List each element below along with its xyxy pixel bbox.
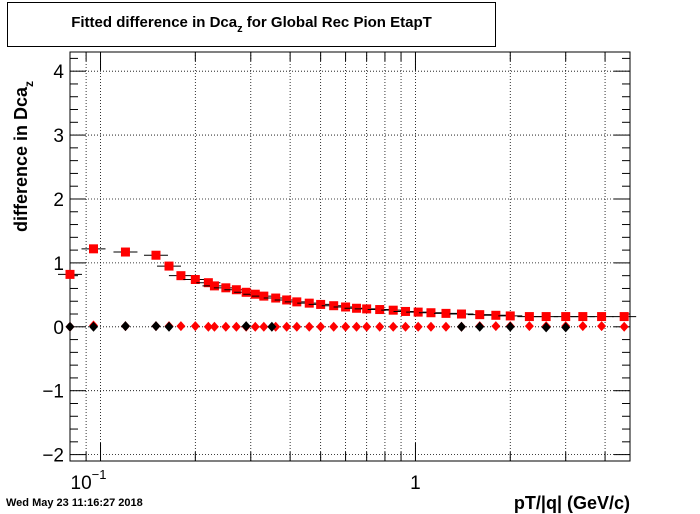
- data-point-diamond: [456, 321, 466, 332]
- data-series: [58, 244, 637, 333]
- data-point-square: [282, 295, 292, 305]
- data-point-square: [578, 312, 588, 322]
- title-sub: z: [237, 23, 243, 35]
- data-point-square: [362, 304, 372, 314]
- data-point-diamond: [259, 321, 269, 332]
- data-point-square: [401, 306, 411, 316]
- data-point-diamond: [164, 321, 174, 332]
- data-point-diamond: [89, 321, 99, 332]
- y-tick-label: 1: [53, 254, 64, 275]
- data-point-square: [426, 308, 436, 318]
- data-point-diamond: [578, 321, 588, 332]
- y-tick-label: 0: [53, 318, 64, 339]
- data-point-square: [259, 291, 269, 301]
- title-rest: for Global Rec Pion EtapT: [242, 14, 432, 31]
- data-point-square: [231, 285, 241, 295]
- data-point-diamond: [176, 321, 186, 332]
- data-point-diamond: [190, 321, 200, 332]
- data-point-square: [341, 302, 351, 312]
- data-point-square: [352, 303, 362, 313]
- data-point-diamond: [388, 321, 398, 332]
- data-point-square: [190, 275, 200, 285]
- data-point-square: [491, 310, 501, 320]
- data-point-square: [316, 299, 326, 309]
- data-point-diamond: [362, 321, 372, 332]
- data-point-square: [271, 293, 281, 303]
- data-point-diamond: [413, 321, 423, 332]
- data-point-diamond: [65, 321, 75, 332]
- data-point-diamond: [541, 322, 551, 333]
- data-point-diamond: [203, 321, 213, 332]
- plot-frame: [69, 51, 631, 462]
- data-point-diamond: [304, 321, 314, 332]
- data-point-diamond: [505, 321, 515, 332]
- data-point-square: [505, 311, 515, 321]
- y-axis-title: difference in Dcaz: [11, 81, 36, 232]
- data-point-diamond: [352, 321, 362, 332]
- timestamp: Wed May 23 11:16:27 2018: [6, 497, 143, 509]
- chart-title: Fitted difference in Dcaz for Global Rec…: [7, 2, 496, 47]
- title-main: Fitted difference in Dca: [71, 14, 238, 31]
- data-point-square: [597, 312, 607, 322]
- data-point-diamond: [241, 321, 251, 332]
- x-axis-title: pT/|q| (GeV/c): [514, 493, 630, 513]
- data-point-square: [524, 312, 534, 322]
- data-point-square: [151, 250, 161, 260]
- data-point-square: [221, 283, 231, 293]
- data-point-diamond: [341, 321, 351, 332]
- axes: [69, 51, 631, 462]
- data-point-square: [203, 278, 213, 288]
- data-point-square: [475, 310, 485, 320]
- x-tick-label: 1: [410, 473, 421, 494]
- y-tick-label: 2: [53, 190, 64, 211]
- data-point-square: [89, 244, 99, 254]
- data-point-square: [120, 247, 130, 257]
- x-tick-label: 10−1: [71, 467, 107, 494]
- data-point-square: [164, 261, 174, 271]
- data-point-diamond: [524, 321, 534, 332]
- data-point-square: [329, 301, 339, 311]
- y-tick-label: −2: [42, 446, 64, 467]
- data-point-square: [250, 289, 260, 299]
- data-point-square: [65, 269, 75, 279]
- data-point-square: [619, 312, 629, 322]
- data-point-diamond: [619, 321, 629, 332]
- y-tick-label: 3: [53, 126, 64, 147]
- data-point-diamond: [491, 321, 501, 332]
- y-tick-label: 4: [53, 62, 64, 83]
- data-point-diamond: [475, 321, 485, 332]
- data-point-diamond: [441, 321, 451, 332]
- data-point-diamond: [120, 321, 130, 332]
- data-point-diamond: [597, 321, 607, 332]
- data-point-square: [388, 305, 398, 315]
- data-point-diamond: [250, 321, 260, 332]
- data-point-diamond: [231, 321, 241, 332]
- data-point-diamond: [267, 321, 277, 332]
- axis-labels: −2 −1 0 1 2 3 4 10−1 1 pT/|q| (GeV/c) difference i…: [11, 62, 630, 513]
- data-point-square: [413, 307, 423, 317]
- data-point-square: [292, 297, 302, 307]
- data-point-diamond: [329, 321, 339, 332]
- data-point-square: [441, 308, 451, 318]
- data-point-diamond: [561, 322, 571, 333]
- data-point-square: [541, 312, 551, 322]
- data-point-square: [561, 312, 571, 322]
- data-point-square: [176, 271, 186, 281]
- data-point-diamond: [316, 321, 326, 332]
- data-point-square: [304, 298, 314, 308]
- data-point-diamond: [151, 321, 161, 332]
- y-tick-label: −1: [42, 382, 64, 403]
- data-point-diamond: [401, 321, 411, 332]
- data-point-square: [209, 281, 219, 291]
- data-point-diamond: [221, 321, 231, 332]
- data-point-square: [241, 287, 251, 297]
- data-point-diamond: [292, 321, 302, 332]
- data-point-square: [456, 309, 466, 319]
- data-point-diamond: [282, 321, 292, 332]
- data-point-diamond: [375, 321, 385, 332]
- data-point-diamond: [426, 321, 436, 332]
- data-point-square: [375, 305, 385, 315]
- data-point-diamond: [209, 321, 219, 332]
